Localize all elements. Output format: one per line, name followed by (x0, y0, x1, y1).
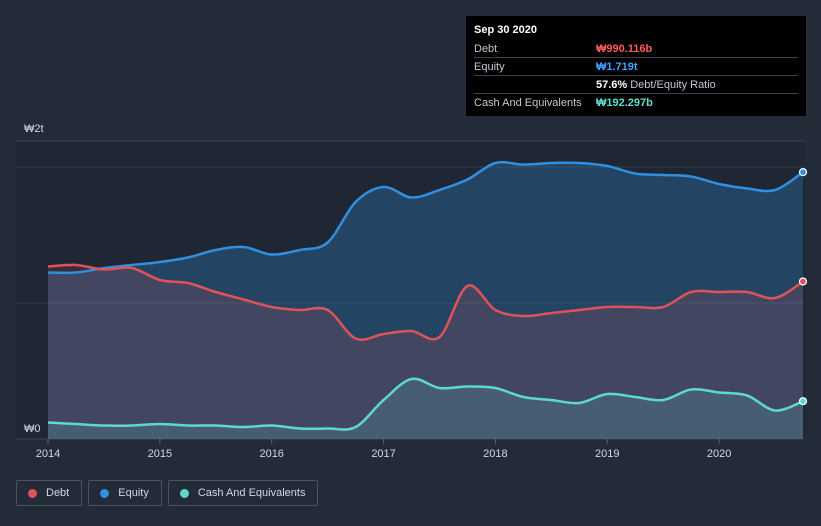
endpoint-equity[interactable] (798, 168, 808, 177)
tooltip-row-ratio: 57.6% Debt/Equity Ratio (474, 76, 798, 94)
tooltip-row-cash: Cash And Equivalents ₩192.297b (474, 94, 798, 111)
legend-item-debt[interactable]: Debt (16, 480, 83, 506)
x-tick-label: 2017 (371, 448, 395, 460)
legend-item-equity[interactable]: Equity (88, 480, 162, 506)
tooltip-debt-value: ₩990.116b (596, 42, 653, 55)
legend: Debt Equity Cash And Equivalents (16, 480, 319, 506)
tooltip-panel: Sep 30 2020 Debt ₩990.116b Equity ₩1.719… (466, 16, 806, 116)
y-tick-label-zero: ₩0 (24, 423, 41, 435)
legend-item-cash[interactable]: Cash And Equivalents (167, 480, 319, 506)
legend-label-cash: Cash And Equivalents (197, 487, 306, 499)
endpoint-cash[interactable] (798, 397, 808, 406)
x-tick-label: 2016 (259, 448, 283, 460)
tooltip-cash-value: ₩192.297b (596, 96, 653, 109)
tooltip-debt-label: Debt (474, 42, 498, 55)
x-tick-label: 2015 (148, 448, 172, 460)
series-line-debt (47, 263, 804, 341)
x-tick-label: 2018 (483, 448, 507, 460)
tooltip-equity-value: ₩1.719t (596, 60, 638, 73)
area-equity (48, 162, 803, 439)
series-line-equity (47, 160, 804, 275)
legend-label-equity: Equity (118, 487, 149, 499)
tooltip-row-debt: Debt ₩990.116b (474, 40, 798, 58)
x-tick-label: 2020 (707, 448, 731, 460)
x-tick-label: 2014 (36, 448, 60, 460)
legend-label-debt: Debt (46, 487, 70, 499)
x-tick-label: 2019 (595, 448, 619, 460)
legend-dot-equity-icon (100, 488, 110, 498)
tooltip-cash-label: Cash And Equivalents (474, 96, 582, 109)
tooltip-ratio-value: 57.6% (596, 78, 628, 91)
tooltip-row-equity: Equity ₩1.719t (474, 58, 798, 76)
tooltip-date: Sep 30 2020 (474, 24, 537, 36)
tooltip-equity-label: Equity (474, 60, 505, 73)
legend-dot-cash-icon (179, 488, 189, 498)
area-cash (48, 378, 803, 439)
series-line-cash (47, 377, 804, 431)
plot-band (16, 141, 805, 439)
legend-dot-debt-icon (28, 488, 37, 498)
endpoint-debt[interactable] (798, 277, 808, 286)
area-debt (48, 264, 803, 439)
y-tick-label-top: ₩2t (24, 123, 44, 135)
tooltip-ratio-label: Debt/Equity Ratio (630, 78, 716, 91)
